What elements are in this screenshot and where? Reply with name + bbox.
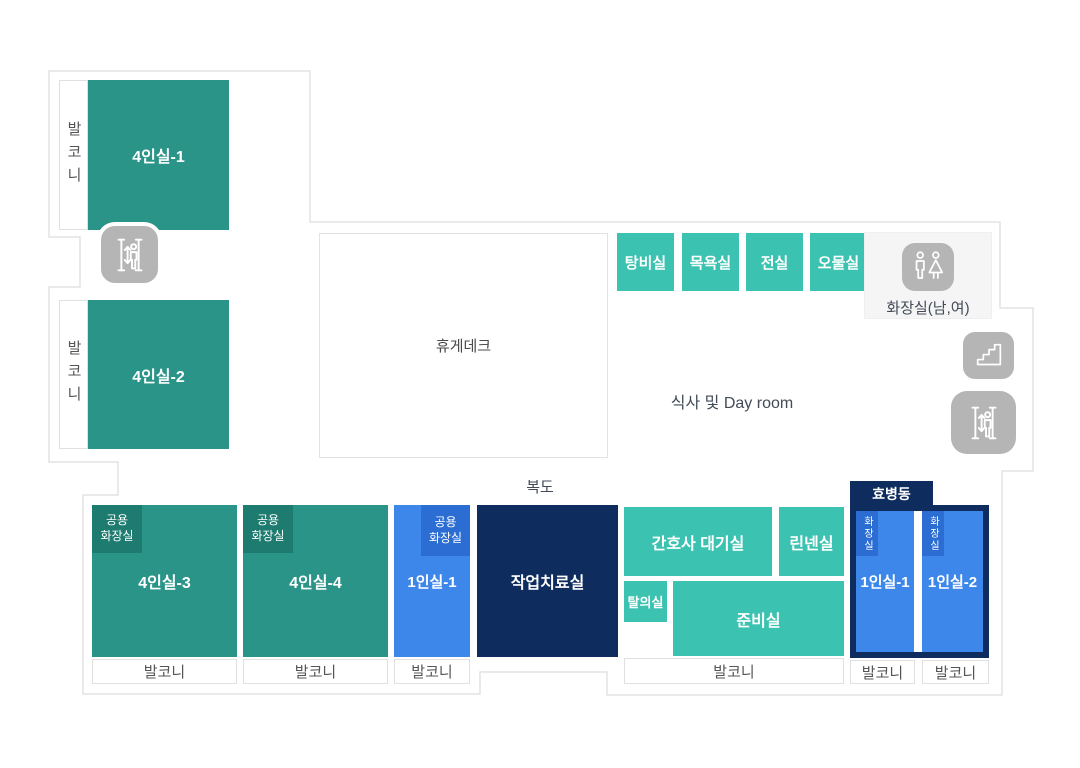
room-label: 1인실-2 [927,574,978,591]
room-waste: 오물실 [810,233,867,291]
balcony-label: 발코니 [294,664,337,681]
tag-label: 화장실 [927,515,939,552]
room-label: 휴게데크 [435,338,492,355]
balcony-strip-top-2: 발코니 [59,300,88,449]
room-label: 4인실-4 [289,575,342,592]
room-4person-3: 공용 화장실 4인실-3 [92,505,237,657]
meal-dayroom-label: 식사 및 Day room [670,395,794,412]
tag-line: 공용 [434,514,457,529]
room-label: 4인실-3 [138,575,191,592]
tag-line: 화장실 [100,529,134,543]
room-label: 오물실 [817,254,860,272]
stairs-glyph [976,343,1001,365]
balcony-box: 발코니 [394,659,470,684]
ward-tab-label: 효병동 [872,485,911,502]
balcony-box: 발코니 [92,659,237,684]
balcony-label: 발코니 [65,340,82,409]
room-1person-2: 화장실 1인실-2 [922,511,983,652]
restroom-glyph [915,251,944,279]
elevator-icon [97,222,162,287]
room-prep: 준비실 [673,581,844,656]
balcony-label: 발코니 [861,664,904,682]
restroom-area: 화장실(남,여) [864,232,992,319]
tag-line: 화장실 [251,529,285,543]
tag-line: 화장실 [428,530,463,545]
balcony-label: 발코니 [143,664,186,681]
elevator-glyph [971,406,996,439]
room-label: 4인실-2 [132,368,185,386]
corridor-label: 복도 [526,479,554,496]
balcony-box: 발코니 [243,659,388,684]
room-pantry: 탕비실 [617,233,674,291]
balcony-label: 발코니 [65,120,82,190]
balcony-box: 발코니 [922,660,989,684]
ward-tab: 효병동 [850,481,933,506]
male-female-restroom-icon [902,243,954,291]
room-rest-deck: 휴게데크 [319,233,608,458]
balcony-label: 발코니 [934,664,977,682]
room-nurse-waiting: 간호사 대기실 [624,507,772,576]
tag-line: 공용 [105,513,129,528]
room-label: 탈의실 [627,595,664,610]
room-label: 1인실-1 [407,573,457,591]
room-label: 작업치료실 [510,575,585,592]
room-bath: 목욕실 [682,233,739,291]
toilet-tag: 화장실 [922,511,944,556]
balcony-label: 발코니 [713,663,755,681]
room-linen: 린넨실 [779,507,844,576]
balcony-box-wide: 발코니 [624,658,844,684]
room-anteroom: 전실 [746,233,803,291]
elevator-icon [951,391,1016,454]
room-4person-1: 4인실-1 [88,80,229,230]
room-1person-1: 화장실 1인실-1 [856,511,914,652]
room-label: 간호사 대기실 [651,535,745,553]
shared-toilet-tag: 공용 화장실 [421,505,470,556]
shared-toilet-tag: 공용 화장실 [243,505,293,553]
balcony-strip-top-1: 발코니 [59,80,88,230]
tag-line: 공용 [256,513,280,528]
tag-label: 화장실 [861,515,873,552]
room-1person-left: 공용 화장실 1인실-1 [394,505,470,657]
elevator-glyph [117,238,142,271]
room-4person-4: 공용 화장실 4인실-4 [243,505,388,657]
room-label: 린넨실 [789,535,834,553]
room-label: 준비실 [736,612,781,630]
room-label: 탕비실 [624,254,667,272]
shared-toilet-tag: 공용 화장실 [92,505,142,553]
toilet-tag: 화장실 [856,511,878,556]
balcony-label: 발코니 [411,664,453,681]
room-label: 목욕실 [689,254,732,272]
room-changing: 탈의실 [624,581,667,622]
room-occupational-therapy: 작업치료실 [477,505,618,657]
room-label: 4인실-1 [132,149,185,166]
room-label: 전실 [760,254,789,272]
stairs-icon [963,332,1014,379]
balcony-box: 발코니 [850,660,915,684]
restroom-label: 화장실(남,여) [886,300,970,317]
room-4person-2: 4인실-2 [88,300,229,449]
ward-block: 화장실 1인실-1 화장실 1인실-2 [850,505,989,658]
room-label: 1인실-1 [860,574,910,591]
